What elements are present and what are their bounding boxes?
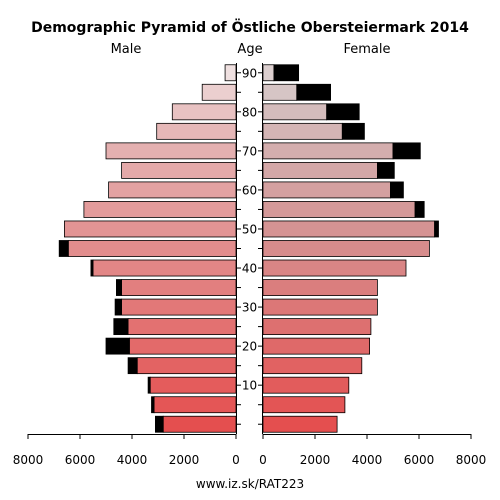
male-bar-20-24 xyxy=(128,337,237,355)
female-bar-80-84 xyxy=(262,103,328,121)
x-tick-label-female-0: 0 xyxy=(259,453,267,467)
male-surplus-bar-40-44 xyxy=(90,259,94,277)
female-bar-20-24 xyxy=(262,337,370,355)
female-bar-75-79 xyxy=(262,122,343,140)
female-surplus-bar-90+ xyxy=(273,64,300,82)
male-bar-60-64 xyxy=(108,181,237,199)
age-tick-label-70: 70 xyxy=(242,144,257,158)
female-surplus-bar-70-74 xyxy=(392,142,421,160)
x-tick-label-female-2000: 2000 xyxy=(300,453,331,467)
age-tick-label-40: 40 xyxy=(242,262,257,276)
age-tick-label-30: 30 xyxy=(242,301,257,315)
female-bar-30-34 xyxy=(262,298,378,316)
female-bar-60-64 xyxy=(262,181,391,199)
female-bar-40-44 xyxy=(262,259,407,277)
male-bar-40-44 xyxy=(92,259,237,277)
female-bar-35-39 xyxy=(262,279,378,296)
male-bar-0-4 xyxy=(162,415,237,433)
age-tick-label-10: 10 xyxy=(242,379,257,393)
female-bar-15-19 xyxy=(262,357,363,375)
male-bar-35-39 xyxy=(121,279,237,296)
x-tick-label-female-8000: 8000 xyxy=(456,453,487,467)
male-surplus-bar-45-49 xyxy=(58,240,69,257)
male-surplus-bar-10-14 xyxy=(147,376,151,394)
male-bar-80-84 xyxy=(171,103,237,121)
male-surplus-bar-20-24 xyxy=(105,337,130,355)
female-surplus-bar-65-69 xyxy=(376,161,395,179)
female-bar-65-69 xyxy=(262,161,378,179)
female-bar-10-14 xyxy=(262,376,350,394)
female-bar-0-4 xyxy=(262,415,338,433)
female-bar-50-54 xyxy=(262,220,436,238)
male-bar-70-74 xyxy=(105,142,237,160)
age-tick-label-60: 60 xyxy=(242,183,257,197)
female-bar-55-59 xyxy=(262,201,416,218)
male-bar-65-69 xyxy=(121,161,237,179)
male-bar-45-49 xyxy=(67,240,237,257)
female-bar-70-74 xyxy=(262,142,394,160)
female-axis-label: Female xyxy=(343,42,391,57)
male-surplus-bar-5-9 xyxy=(151,396,155,414)
male-bar-75-79 xyxy=(156,122,237,140)
age-axis-label: Age xyxy=(237,42,263,57)
x-tick-label-female-4000: 4000 xyxy=(352,453,383,467)
male-surplus-bar-0-4 xyxy=(154,415,164,433)
female-bar-90+ xyxy=(262,64,275,82)
x-tick-label-female-6000: 6000 xyxy=(404,453,435,467)
female-bar-25-29 xyxy=(262,318,372,336)
male-bar-90+ xyxy=(224,64,237,82)
male-bar-30-34 xyxy=(121,298,237,316)
x-tick-label-male-6000: 6000 xyxy=(65,453,96,467)
x-tick-label-male-8000: 8000 xyxy=(13,453,44,467)
male-surplus-bar-35-39 xyxy=(116,279,123,296)
age-tick-label-80: 80 xyxy=(242,105,257,119)
age-tick-label-90: 90 xyxy=(242,66,257,80)
male-bar-10-14 xyxy=(149,376,237,394)
female-bar-85-89 xyxy=(262,83,298,101)
female-surplus-bar-75-79 xyxy=(341,122,365,140)
male-bar-55-59 xyxy=(83,201,237,218)
x-tick-label-male-0: 0 xyxy=(232,453,240,467)
x-tick-label-male-4000: 4000 xyxy=(117,453,148,467)
male-surplus-bar-30-34 xyxy=(114,298,122,316)
source-label: www.iz.sk/RAT223 xyxy=(195,477,305,491)
male-surplus-bar-15-19 xyxy=(127,357,138,375)
age-tick-label-50: 50 xyxy=(242,222,257,236)
female-surplus-bar-80-84 xyxy=(326,103,360,121)
male-bar-25-29 xyxy=(127,318,237,336)
male-bar-15-19 xyxy=(136,357,237,375)
age-tick-label-20: 20 xyxy=(242,340,257,354)
male-axis-label: Male xyxy=(110,42,142,57)
female-surplus-bar-60-64 xyxy=(389,181,404,199)
chart-title: Demographic Pyramid of Östliche Oberstei… xyxy=(31,20,469,36)
male-bar-5-9 xyxy=(153,396,237,414)
female-surplus-bar-50-54 xyxy=(434,220,439,238)
male-surplus-bar-25-29 xyxy=(113,318,129,336)
x-tick-label-male-2000: 2000 xyxy=(169,453,200,467)
male-bar-50-54 xyxy=(64,220,237,238)
female-surplus-bar-55-59 xyxy=(414,201,425,218)
female-surplus-bar-85-89 xyxy=(296,83,331,101)
female-bar-5-9 xyxy=(262,396,346,414)
male-bar-85-89 xyxy=(201,83,237,101)
female-bar-45-49 xyxy=(262,240,430,257)
